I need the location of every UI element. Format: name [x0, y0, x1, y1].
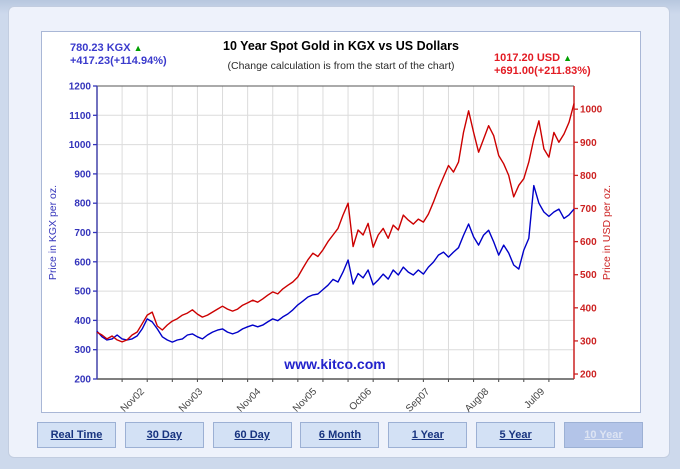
range-button-30-day[interactable]: 30 Day [124, 422, 204, 448]
svg-text:300: 300 [74, 345, 91, 356]
svg-text:500: 500 [74, 287, 91, 298]
range-button-label: 5 Year [499, 429, 532, 441]
svg-text:Sep07: Sep07 [404, 386, 433, 414]
chart-card: 780.23 KGX ▲ +417.23(+114.94%) 10 Year S… [41, 31, 641, 415]
range-button-real-time[interactable]: Real Time [37, 422, 116, 448]
kgx-price: 780.23 KGX [70, 42, 131, 54]
svg-text:Jul09: Jul09 [522, 386, 547, 411]
range-button-6-month[interactable]: 6 Month [300, 422, 380, 448]
range-button-label: 60 Day [234, 429, 270, 441]
svg-text:Nov02: Nov02 [119, 386, 148, 414]
svg-text:600: 600 [580, 237, 597, 248]
range-button-label: 6 Month [318, 429, 362, 441]
svg-text:200: 200 [74, 375, 91, 386]
up-arrow-icon: ▲ [563, 53, 573, 63]
kgx-price-line: 780.23 KGX ▲ [70, 42, 167, 55]
svg-text:1100: 1100 [69, 111, 91, 122]
svg-text:Nov04: Nov04 [235, 386, 264, 414]
svg-text:700: 700 [74, 228, 91, 239]
range-button-label: 30 Day [146, 429, 183, 441]
range-button-label: 1 Year [411, 429, 444, 441]
svg-text:900: 900 [74, 169, 91, 180]
range-button-label: Real Time [50, 429, 103, 441]
svg-text:Price in KGX per oz.: Price in KGX per oz. [47, 185, 59, 280]
price-line-chart: 200 300 400 500 600 700 800 900 1000 1100 1200 200 3… [47, 82, 613, 415]
usd-price: 1017.20 USD [494, 52, 561, 64]
usd-quote: 1017.20 USD ▲ +691.00(+211.83%) [494, 52, 591, 78]
range-button-10-year[interactable]: 10 Year [563, 422, 643, 448]
svg-text:500: 500 [580, 270, 597, 281]
up-arrow-icon: ▲ [133, 43, 143, 53]
svg-text:400: 400 [74, 316, 91, 327]
svg-text:800: 800 [74, 199, 91, 210]
svg-text:300: 300 [580, 336, 597, 347]
svg-text:1000: 1000 [580, 105, 603, 116]
svg-text:600: 600 [74, 257, 91, 268]
usd-change: +691.00(+211.83%) [494, 65, 591, 77]
svg-text:Nov03: Nov03 [177, 386, 206, 414]
svg-text:1000: 1000 [69, 140, 92, 151]
outer-panel: 780.23 KGX ▲ +417.23(+114.94%) 10 Year S… [8, 6, 670, 458]
svg-text:700: 700 [580, 204, 597, 215]
range-button-5-year[interactable]: 5 Year [476, 422, 556, 448]
svg-text:1200: 1200 [69, 82, 92, 93]
kitco-watermark: www.kitco.com [284, 356, 386, 372]
kgx-change: +417.23(+114.94%) [70, 55, 167, 67]
usd-price-line: 1017.20 USD ▲ [494, 52, 591, 65]
range-button-1-year[interactable]: 1 Year [388, 422, 468, 448]
svg-text:400: 400 [580, 303, 597, 314]
svg-text:Oct06: Oct06 [347, 386, 374, 413]
svg-text:900: 900 [580, 138, 597, 149]
range-button-label: 10 Year [584, 429, 623, 441]
svg-text:Nov05: Nov05 [291, 386, 320, 414]
chart-title: 10 Year Spot Gold in KGX vs US Dollars [223, 39, 459, 53]
kgx-quote: 780.23 KGX ▲ +417.23(+114.94%) [70, 42, 167, 68]
svg-text:Price in USD per oz.: Price in USD per oz. [601, 185, 613, 280]
svg-text:Aug08: Aug08 [463, 386, 492, 414]
time-range-buttons: Real Time 30 Day 60 Day 6 Month 1 Year 5 Year… [37, 422, 643, 448]
svg-text:800: 800 [580, 171, 597, 182]
range-button-60-day[interactable]: 60 Day [212, 422, 292, 448]
chart-subtitle: (Change calculation is from the start of… [227, 60, 455, 72]
svg-text:200: 200 [580, 370, 597, 381]
